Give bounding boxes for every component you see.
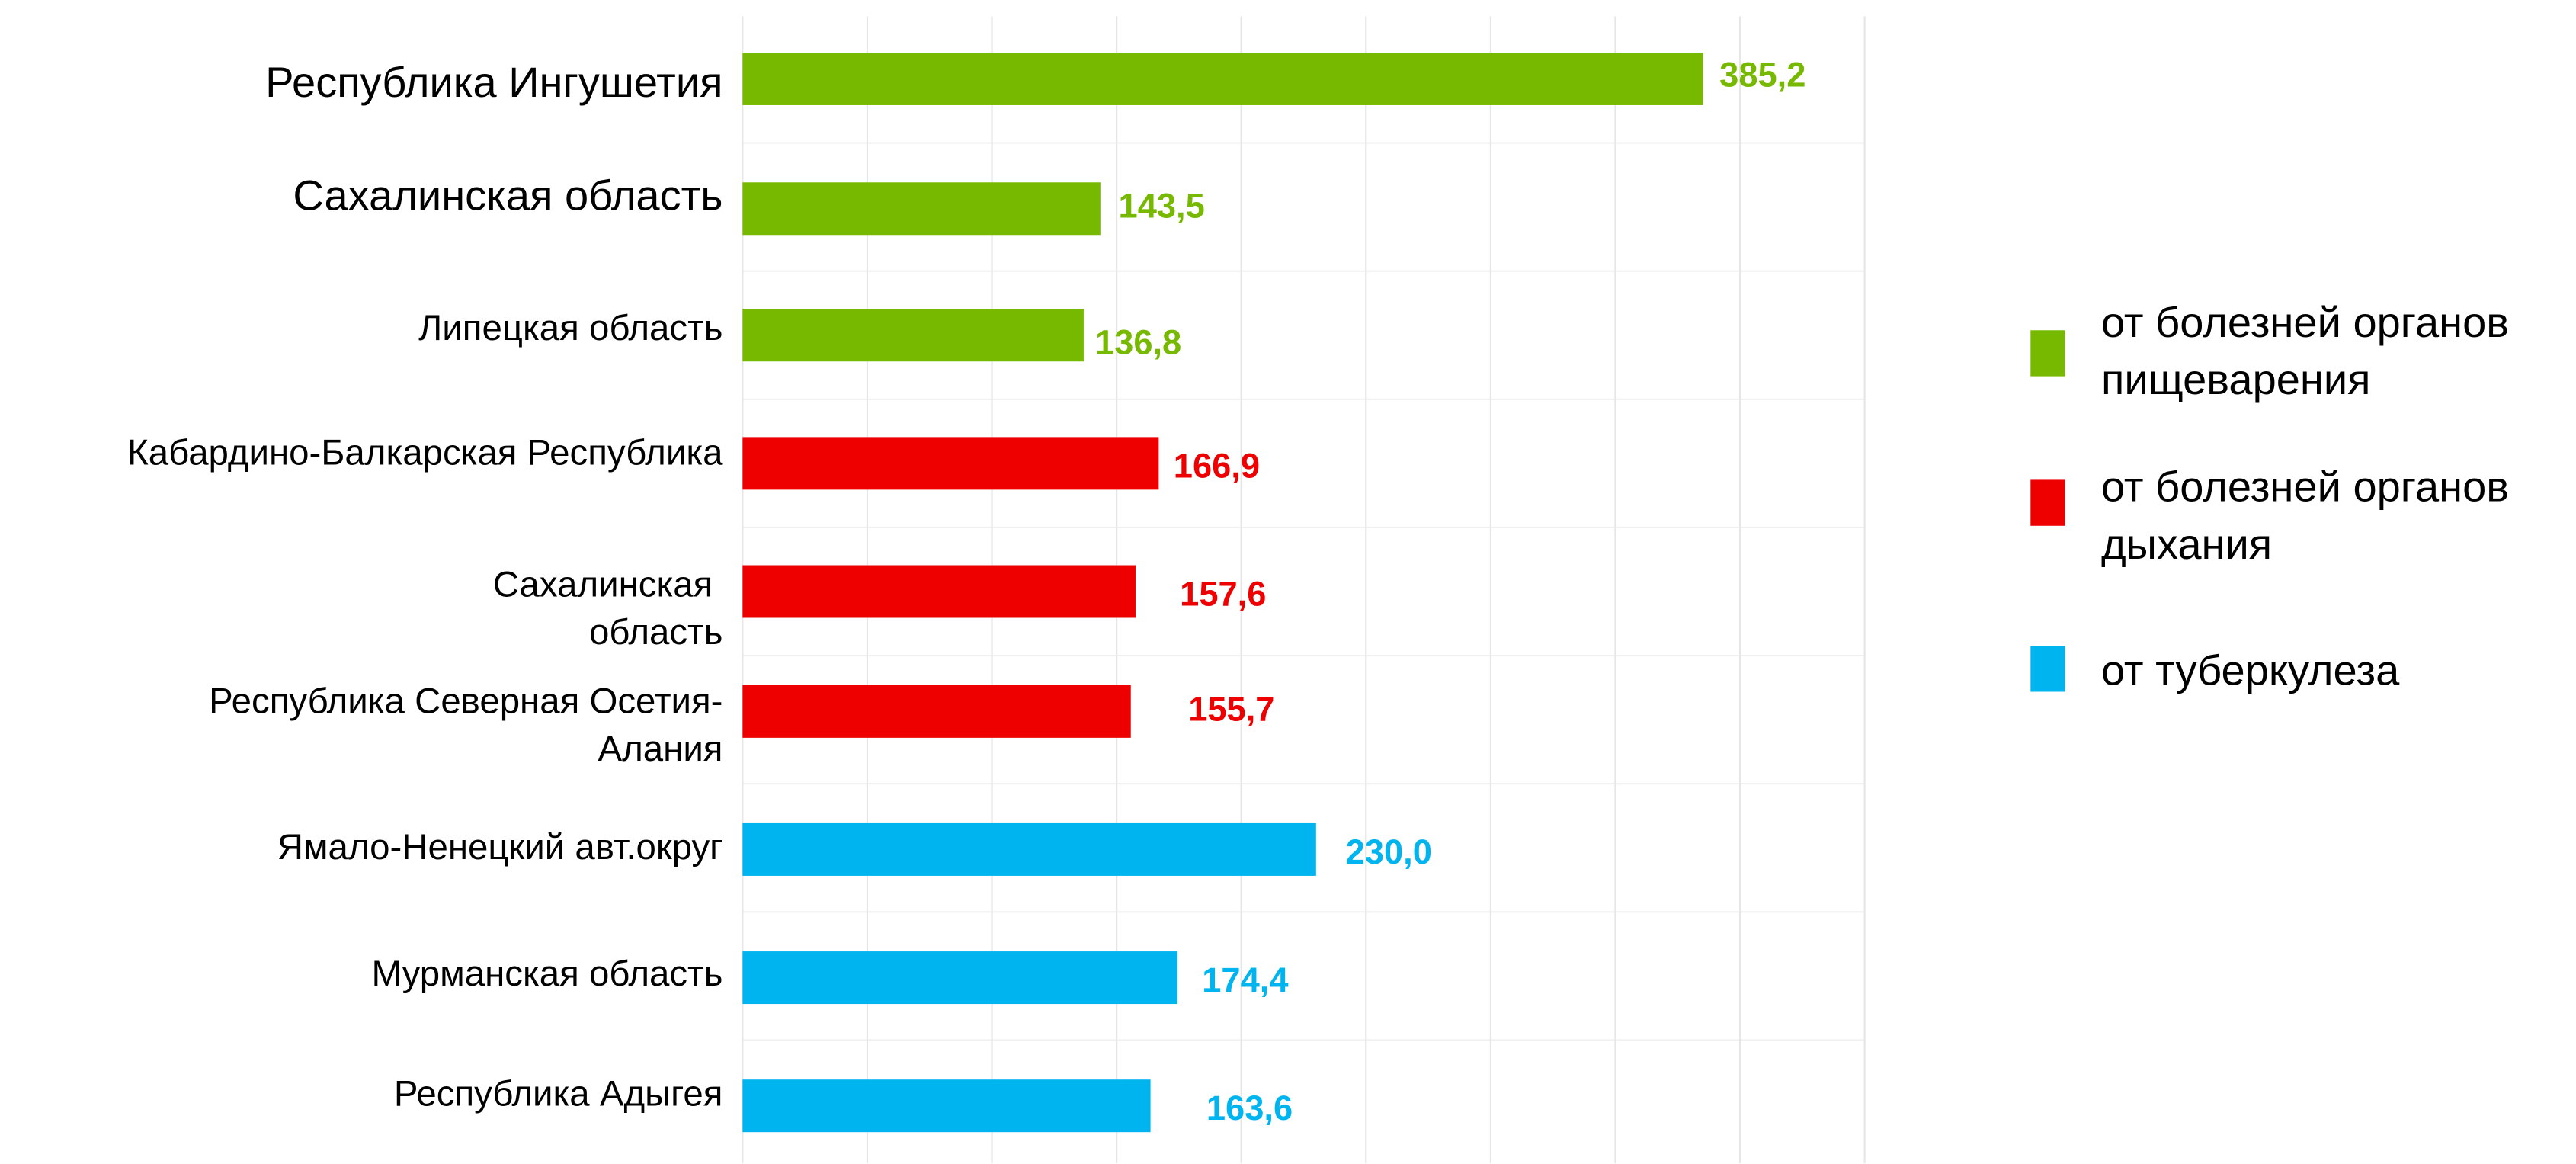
legend-label: от болезней органов пищеварения xyxy=(2101,298,2521,403)
bar xyxy=(742,685,1131,738)
y-tick-label: Республика Северная Осетия-Алания xyxy=(209,681,722,769)
value-label: 155,7 xyxy=(1188,689,1274,728)
row-separators xyxy=(742,142,1865,1041)
y-tick-label: Республика Ингушетия xyxy=(265,58,722,106)
value-label: 230,0 xyxy=(1346,832,1432,871)
y-tick-label: Сахалинская область xyxy=(293,172,722,220)
y-tick-label: Кабардино-Балкарская Республика xyxy=(127,433,723,473)
legend-label: от туберкулеза xyxy=(2101,646,2400,694)
value-label: 174,4 xyxy=(1202,960,1288,999)
y-tick-label: Мурманская область xyxy=(372,954,723,994)
y-tick-label: Сахалинская область xyxy=(493,564,723,653)
bar xyxy=(742,52,1703,105)
value-label: 136,8 xyxy=(1095,323,1181,362)
bar xyxy=(742,565,1136,618)
value-label: 143,5 xyxy=(1119,187,1205,226)
y-tick-label: Ямало-Ненецкий авт.округ xyxy=(277,827,723,867)
bar xyxy=(742,822,1316,876)
legend-swatch xyxy=(2030,479,2065,526)
value-label: 163,6 xyxy=(1206,1089,1293,1127)
value-label: 385,2 xyxy=(1719,55,1805,94)
bar xyxy=(742,182,1101,236)
value-label: 157,6 xyxy=(1180,574,1266,613)
bar xyxy=(742,1079,1151,1133)
legend-swatch xyxy=(2030,646,2065,692)
bar xyxy=(742,309,1084,362)
legend-swatch xyxy=(2030,330,2065,377)
y-tick-label: Липецкая область xyxy=(418,308,722,348)
legend-label: от болезней органов дыхания xyxy=(2101,462,2521,567)
value-label: 166,9 xyxy=(1174,446,1260,485)
bar xyxy=(742,437,1159,490)
y-tick-label: Республика Адыгея xyxy=(394,1073,723,1114)
bar xyxy=(742,951,1177,1005)
